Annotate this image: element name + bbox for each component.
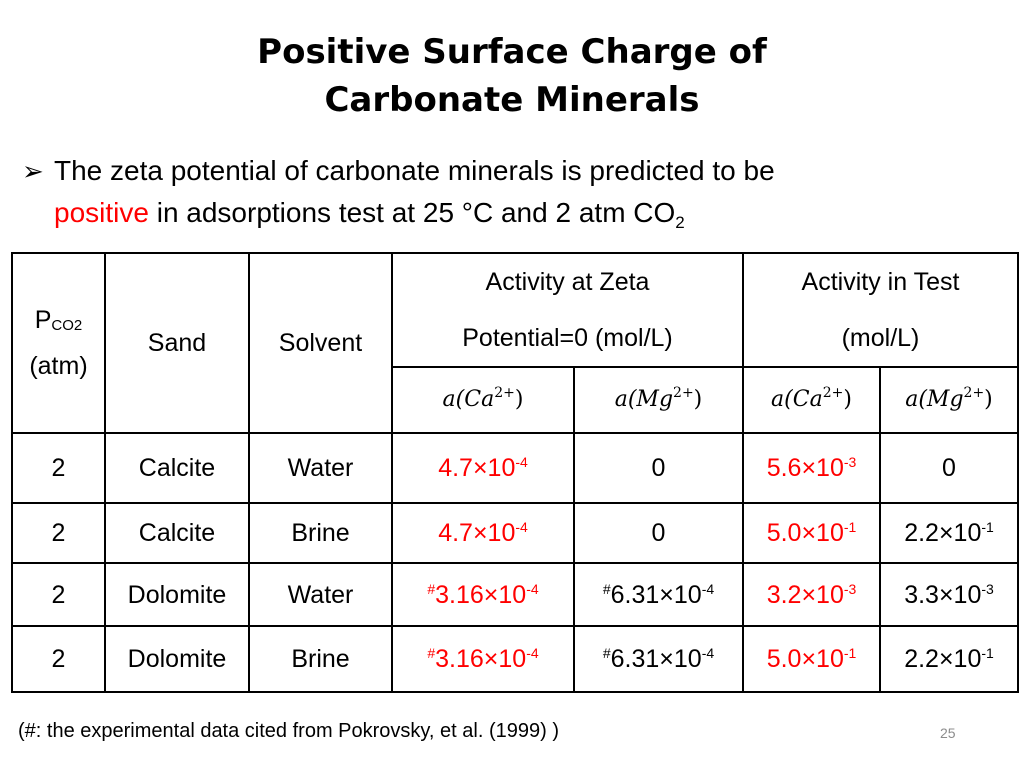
cell-solvent: Water	[248, 562, 393, 627]
table-header-row: PCO2 (atm) Sand Solvent Activity at Zeta…	[11, 252, 1019, 434]
subheader-zeta-mg: a(Mg2+)	[573, 366, 744, 434]
cell-sand: Calcite	[104, 502, 250, 564]
cell-test-ca: 5.0×10-1	[742, 502, 881, 564]
cell-zeta-ca: #3.16×10-4	[391, 625, 575, 693]
slide-number: 25	[940, 725, 956, 741]
cell-zeta-ca: #3.16×10-4	[391, 562, 575, 627]
cell-zeta-mg: 0	[573, 502, 744, 564]
cell-pco2: 2	[11, 625, 106, 693]
cell-solvent: Brine	[248, 625, 393, 693]
cell-sand: Dolomite	[104, 625, 250, 693]
cell-test-ca: 3.2×10-3	[742, 562, 881, 627]
table-row: 2 Calcite Water 4.7×10-4 0 5.6×10-3 0	[11, 432, 1019, 504]
cell-pco2: 2	[11, 562, 106, 627]
header-test-activity: Activity in Test (mol/L)	[742, 252, 1019, 368]
slide-title: Positive Surface Charge of Carbonate Min…	[0, 28, 1024, 124]
table-row: 2 Calcite Brine 4.7×10-4 0 5.0×10-1 2.2×…	[11, 502, 1019, 564]
cell-zeta-mg: 0	[573, 432, 744, 504]
cell-pco2: 2	[11, 432, 106, 504]
cell-zeta-ca: 4.7×10-4	[391, 432, 575, 504]
arrow-right-bullet-icon: ➢	[22, 156, 44, 186]
table-row: 2 Dolomite Brine #3.16×10-4 #6.31×10-4 5…	[11, 625, 1019, 693]
positive-highlight: positive	[54, 197, 149, 228]
cell-zeta-ca: 4.7×10-4	[391, 502, 575, 564]
cell-test-mg: 2.2×10-1	[879, 502, 1019, 564]
header-zeta-activity: Activity at Zeta Potential=0 (mol/L)	[391, 252, 744, 368]
cell-zeta-mg: #6.31×10-4	[573, 625, 744, 693]
cell-test-mg: 3.3×10-3	[879, 562, 1019, 627]
table-subheader-row: a(Ca2+) a(Mg2+) a(Ca2+) a(Mg2+)	[12, 366, 1019, 434]
cell-sand: Calcite	[104, 432, 250, 504]
cell-test-ca: 5.6×10-3	[742, 432, 881, 504]
title-line-1: Positive Surface Charge of	[257, 32, 767, 72]
bullet-text: The zeta potential of carbonate minerals…	[54, 155, 775, 232]
cell-test-mg: 0	[879, 432, 1019, 504]
cell-solvent: Water	[248, 432, 393, 504]
footnote: (#: the experimental data cited from Pok…	[18, 720, 559, 742]
cell-pco2: 2	[11, 502, 106, 564]
cell-solvent: Brine	[248, 502, 393, 564]
header-sand: Sand	[104, 252, 250, 434]
subheader-test-mg: a(Mg2+)	[879, 366, 1019, 434]
header-pco2: PCO2 (atm)	[11, 252, 106, 434]
table-row: 2 Dolomite Water #3.16×10-4 #6.31×10-4 3…	[11, 562, 1019, 627]
activity-table: PCO2 (atm) Sand Solvent Activity at Zeta…	[11, 252, 1019, 693]
cell-test-ca: 5.0×10-1	[742, 625, 881, 693]
cell-sand: Dolomite	[104, 562, 250, 627]
cell-zeta-mg: #6.31×10-4	[573, 562, 744, 627]
cell-test-mg: 2.2×10-1	[879, 625, 1019, 693]
subheader-zeta-ca: a(Ca2+)	[391, 366, 575, 434]
subheader-test-ca: a(Ca2+)	[742, 366, 881, 434]
title-line-2: Carbonate Minerals	[324, 80, 700, 120]
header-solvent: Solvent	[248, 252, 393, 434]
